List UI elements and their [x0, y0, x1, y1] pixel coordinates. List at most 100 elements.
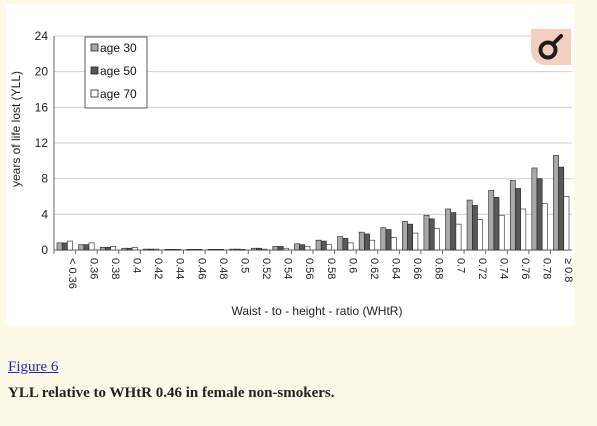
bar-age-30 — [445, 208, 451, 251]
x-tick-label: 0.56 — [303, 258, 315, 279]
bar-age-30 — [229, 248, 236, 251]
bar-age-70 — [67, 240, 73, 251]
x-tick-label: 0.78 — [541, 258, 553, 279]
bar-age-70 — [369, 239, 376, 251]
figure-caption: YLL relative to WHtR 0.46 in female non-… — [8, 385, 335, 401]
y-tick-label: 0 — [41, 243, 48, 257]
bar-age-70 — [282, 247, 289, 251]
bar-age-30 — [186, 249, 192, 251]
bar-age-30 — [78, 244, 85, 251]
bar-age-30 — [402, 221, 408, 251]
bar-age-50 — [212, 249, 219, 251]
bar-age-30 — [315, 239, 322, 251]
bar-age-70 — [239, 249, 246, 251]
x-tick-label: 0.62 — [368, 258, 380, 279]
bar-age-70 — [434, 228, 440, 251]
yll-bar-chart: 0 4 8 12 16 20 24 < 0.36 0.36 0.38 0.4 0.42 0.44 0.4… — [9, 29, 574, 318]
bar-age-50 — [83, 244, 90, 251]
x-tick-label: 0.7 — [454, 258, 466, 273]
bar-age-70 — [541, 203, 548, 251]
bar-age-50 — [320, 240, 327, 251]
bar-age-30 — [56, 242, 63, 251]
x-tick-label: 0.46 — [195, 258, 207, 279]
bar-age-30 — [250, 247, 257, 251]
bar-age-50 — [234, 248, 241, 251]
bar-age-70 — [455, 223, 462, 251]
y-tick-labels: 0 4 8 12 16 20 24 — [35, 29, 49, 257]
bar-age-50 — [342, 238, 349, 251]
bar-age-50 — [148, 248, 155, 251]
bar-age-70 — [563, 196, 570, 251]
bar-age-30 — [207, 249, 214, 251]
x-tick-label: 0.76 — [519, 258, 531, 279]
bar-age-50 — [536, 178, 543, 251]
bar-age-30 — [337, 236, 344, 251]
bar-age-50 — [169, 249, 176, 251]
bar-age-30 — [509, 180, 516, 251]
bar-age-70 — [477, 219, 483, 251]
bar-age-70 — [196, 249, 203, 251]
x-tick-label: 0.5 — [238, 258, 250, 273]
bar-age-50 — [126, 247, 133, 251]
bar-age-70 — [412, 232, 419, 251]
bar-age-30 — [553, 155, 559, 251]
x-tick-label: 0.52 — [260, 258, 272, 279]
bar-age-30 — [272, 246, 279, 251]
bar-age-30 — [358, 231, 365, 251]
bar-age-50 — [450, 212, 457, 251]
bars — [56, 155, 570, 251]
bar-age-70 — [390, 237, 397, 251]
bar-age-50 — [256, 247, 262, 251]
y-tick-label: 16 — [35, 100, 49, 114]
x-tick-label: 0.38 — [109, 258, 121, 279]
y-tick-label: 24 — [35, 29, 49, 43]
x-tick-label: 0.72 — [476, 258, 488, 279]
x-tick-label: < 0.36 — [66, 258, 78, 289]
x-tick-label: 0.66 — [411, 258, 423, 279]
x-tick-label: 0.54 — [282, 258, 294, 279]
open-access-badge[interactable] — [531, 29, 571, 65]
bar-age-30 — [99, 247, 106, 251]
x-tick-label: 0.36 — [87, 258, 99, 279]
bar-age-50 — [191, 249, 198, 251]
x-tick-label: 0.58 — [325, 258, 337, 279]
bar-age-70 — [175, 249, 181, 251]
bar-age-30 — [121, 247, 128, 251]
bar-age-50 — [558, 166, 565, 251]
bar-age-70 — [326, 244, 332, 251]
bar-age-50 — [428, 218, 435, 251]
bar-age-30 — [531, 167, 538, 251]
legend-label: age 50 — [100, 64, 137, 78]
bar-age-30 — [423, 214, 430, 251]
bar-age-50 — [299, 244, 306, 251]
y-tick-label: 12 — [35, 136, 49, 150]
bar-age-50 — [364, 233, 370, 251]
bar-age-50 — [515, 188, 521, 251]
bar-age-30 — [143, 248, 149, 251]
x-tick-label: 0.68 — [433, 258, 445, 279]
open-access-key-icon — [538, 34, 563, 60]
y-tick-label: 8 — [41, 172, 48, 186]
x-tick-label: 0.48 — [217, 258, 229, 279]
figure-link[interactable]: Figure 6 — [8, 359, 59, 375]
y-axis-label: years of life lost (YLL) — [9, 71, 23, 187]
legend-swatch — [90, 66, 99, 75]
bar-age-30 — [294, 243, 300, 251]
x-tick-label: 0.74 — [497, 258, 509, 279]
legend-label: age 30 — [100, 41, 137, 55]
bar-age-30 — [164, 249, 171, 251]
x-axis-label: Waist - to - height - ratio (WHtR) — [232, 304, 403, 318]
legend-swatch — [90, 43, 99, 52]
bar-age-70 — [304, 246, 311, 251]
x-tick-label: 0.4 — [131, 258, 143, 273]
bar-age-70 — [218, 249, 224, 251]
bar-age-50 — [385, 229, 392, 251]
bar-age-70 — [88, 242, 95, 251]
bar-age-50 — [105, 247, 111, 251]
x-tick-labels: < 0.36 0.36 0.38 0.4 0.42 0.44 0.46 0.48 0.5 0.52… — [66, 258, 574, 289]
legend-swatch — [90, 89, 99, 98]
bar-age-30 — [466, 199, 473, 251]
axes — [53, 36, 572, 254]
legend-label: age 70 — [100, 87, 137, 101]
figure-panel: 0 4 8 12 16 20 24 < 0.36 0.36 0.38 0.4 0.42 0.44 0.4… — [6, 4, 574, 326]
